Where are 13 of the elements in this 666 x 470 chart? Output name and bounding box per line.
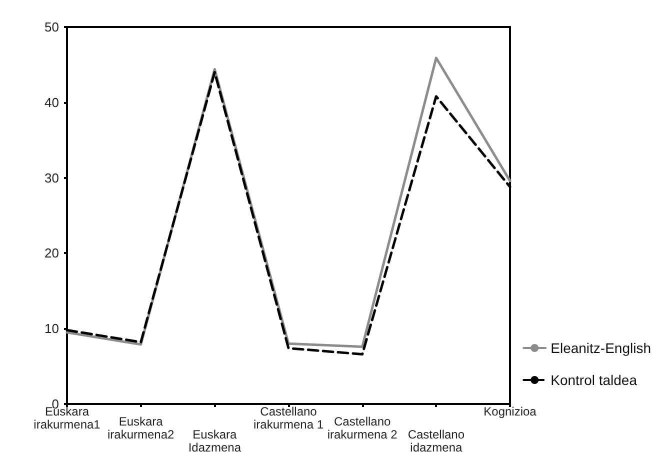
x-tick-label: Castellano irakurmena 1 xyxy=(253,404,324,432)
legend-label: Eleanitz-English xyxy=(550,340,652,356)
x-tick-label: Euskara irakurmena2 xyxy=(107,414,175,442)
y-tick-label: 40 xyxy=(44,94,59,110)
y-tick-label: 20 xyxy=(44,246,59,261)
y-tick-label: 30 xyxy=(44,170,59,186)
x-tick-label: Castellano idazmena xyxy=(408,428,465,454)
x-tick-label: Euskara Idazmena xyxy=(188,428,242,454)
x-tick-label: Castellano irakurmena 2 xyxy=(327,414,398,442)
x-tick-label: Kognizioa xyxy=(484,404,537,418)
y-tick-label: 10 xyxy=(44,321,59,336)
y-tick-label: 50 xyxy=(44,20,59,34)
legend-label: Kontrol taldea xyxy=(550,372,638,388)
